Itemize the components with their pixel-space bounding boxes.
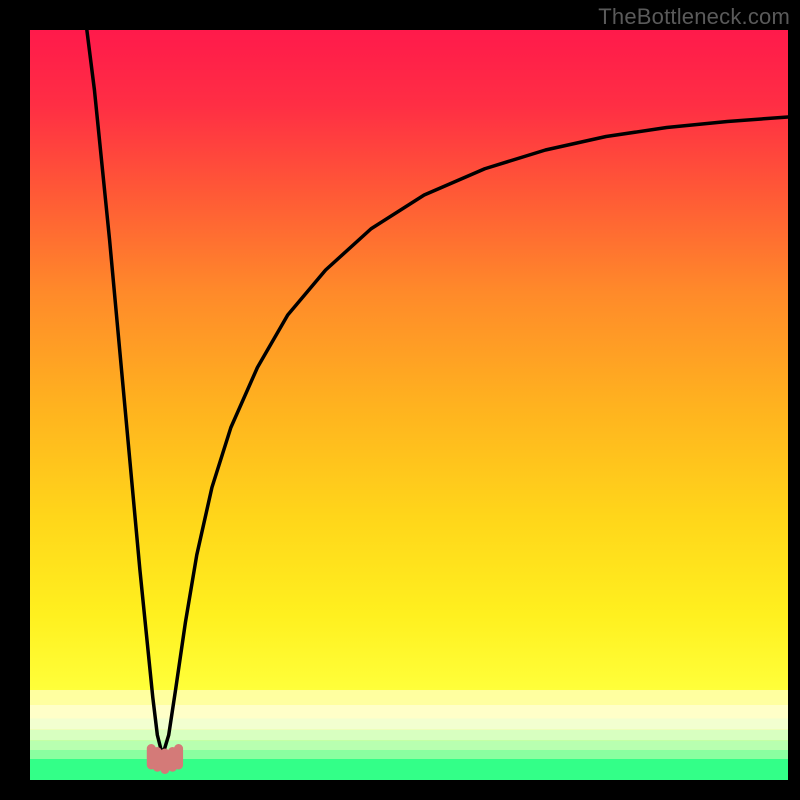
chart-frame: TheBottleneck.com: [0, 0, 800, 800]
curve-layer: [30, 30, 788, 780]
bottom-marks-group: [151, 749, 178, 770]
gradient-background: [30, 30, 788, 780]
plot-area: [30, 30, 788, 780]
color-band: [30, 740, 788, 750]
color-band: [30, 750, 788, 759]
bottom-bands-group: [30, 690, 788, 780]
color-band: [30, 759, 788, 780]
watermark-text: TheBottleneck.com: [598, 4, 790, 30]
color-band: [30, 705, 788, 719]
color-band: [30, 730, 788, 741]
color-band: [30, 690, 788, 705]
color-band: [30, 719, 788, 730]
